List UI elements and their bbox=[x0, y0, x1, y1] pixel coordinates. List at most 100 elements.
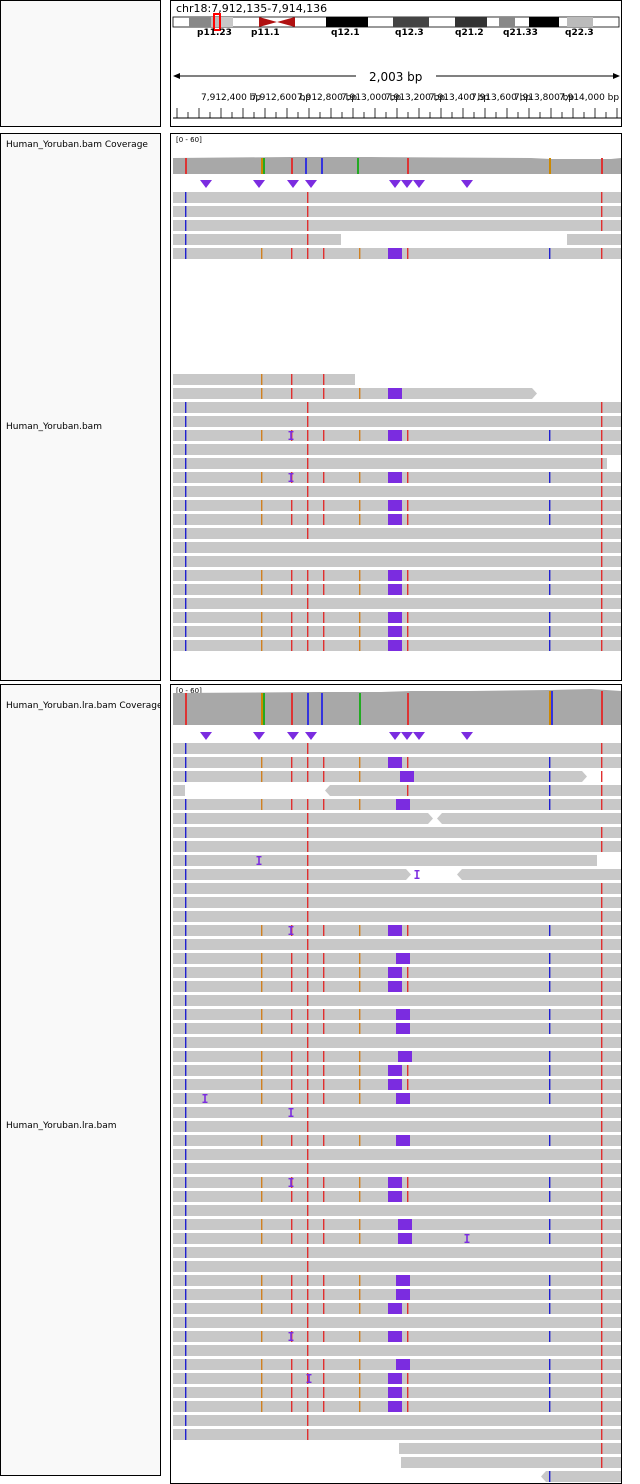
band-label: p11.1 bbox=[251, 28, 280, 38]
mismatch-mark bbox=[359, 1093, 361, 1104]
mismatch-mark bbox=[549, 640, 551, 651]
mismatch-mark bbox=[601, 925, 603, 936]
mismatch-mark bbox=[407, 640, 409, 651]
span-label: 2,003 bp bbox=[367, 70, 425, 84]
insertion-block bbox=[396, 1275, 410, 1286]
mismatch-mark bbox=[407, 1079, 409, 1090]
band-label: q12.1 bbox=[331, 28, 360, 38]
insertion-marker-icon bbox=[461, 732, 473, 740]
ruler-tick-label: 7,913,000 bp bbox=[341, 93, 402, 103]
insertion-marker-icon bbox=[305, 732, 317, 740]
header-name-panel bbox=[0, 0, 161, 127]
coverage-mismatch bbox=[321, 158, 323, 174]
mismatch-mark bbox=[185, 528, 187, 539]
mismatch-mark bbox=[291, 953, 293, 964]
mismatch-mark bbox=[359, 953, 361, 964]
ideogram-and-ruler[interactable] bbox=[171, 1, 622, 127]
mismatch-mark bbox=[307, 234, 309, 245]
mismatch-mark bbox=[359, 388, 361, 399]
read bbox=[173, 556, 621, 567]
lra-alignments[interactable] bbox=[171, 685, 622, 1484]
mismatch-mark bbox=[359, 1359, 361, 1370]
mismatch-mark bbox=[549, 430, 551, 441]
mismatch-mark bbox=[261, 757, 263, 768]
mismatch-mark bbox=[549, 757, 551, 768]
mismatch-mark bbox=[601, 402, 603, 413]
read bbox=[173, 374, 355, 385]
mismatch-mark bbox=[549, 1401, 551, 1412]
mismatch-mark bbox=[359, 1065, 361, 1076]
mismatch-mark bbox=[601, 743, 603, 754]
insertion-marker-icon bbox=[389, 180, 401, 188]
mismatch-mark bbox=[307, 1373, 309, 1384]
mismatch-mark bbox=[601, 430, 603, 441]
mismatch-mark bbox=[323, 626, 325, 637]
mismatch-mark bbox=[601, 500, 603, 511]
mismatch-mark bbox=[549, 1065, 551, 1076]
alignment-panel-lra[interactable]: [0 - 60] bbox=[170, 684, 622, 1484]
arrow-left-icon bbox=[173, 73, 180, 79]
track-name-bam-coverage[interactable]: Human_Yoruban.bam Coverage bbox=[6, 140, 148, 150]
mismatch-mark bbox=[291, 967, 293, 978]
mismatch-mark bbox=[407, 1331, 409, 1342]
small-insertion-icon bbox=[288, 1108, 294, 1110]
mismatch-mark bbox=[407, 584, 409, 595]
mismatch-mark bbox=[407, 1373, 409, 1384]
arrow-right-icon bbox=[613, 73, 620, 79]
mismatch-mark bbox=[307, 1219, 309, 1230]
mismatch-mark bbox=[291, 570, 293, 581]
mismatch-mark bbox=[601, 626, 603, 637]
mismatch-mark bbox=[359, 757, 361, 768]
mismatch-mark bbox=[291, 1359, 293, 1370]
small-insertion-icon bbox=[288, 933, 294, 935]
mismatch-mark bbox=[307, 1163, 309, 1174]
mismatch-mark bbox=[185, 813, 187, 824]
read bbox=[173, 1107, 621, 1118]
mismatch-mark bbox=[185, 1023, 187, 1034]
insertion-marker-icon bbox=[401, 180, 413, 188]
track-name-panel-lra: Human_Yoruban.lra.bam Coverage Human_Yor… bbox=[0, 684, 161, 1476]
mismatch-mark bbox=[185, 981, 187, 992]
coverage-mismatch bbox=[601, 691, 603, 725]
mismatch-mark bbox=[185, 1135, 187, 1146]
insertion-marker-icon bbox=[401, 732, 413, 740]
mismatch-mark bbox=[601, 220, 603, 231]
small-insertion-icon bbox=[290, 1178, 292, 1187]
mismatch-mark bbox=[291, 771, 293, 782]
coverage-mismatch bbox=[359, 693, 361, 725]
insertion-block bbox=[396, 1135, 410, 1146]
coverage-mismatch bbox=[185, 693, 187, 725]
mismatch-mark bbox=[307, 1177, 309, 1188]
read bbox=[173, 1037, 621, 1048]
mismatch-mark bbox=[307, 248, 309, 259]
track-name-bam[interactable]: Human_Yoruban.bam bbox=[6, 422, 102, 432]
mismatch-mark bbox=[307, 911, 309, 922]
read bbox=[173, 995, 621, 1006]
mismatch-mark bbox=[185, 799, 187, 810]
mismatch-mark bbox=[307, 925, 309, 936]
mismatch-mark bbox=[601, 995, 603, 1006]
mismatch-mark bbox=[261, 1051, 263, 1062]
small-insertion-icon bbox=[290, 1108, 292, 1117]
mismatch-mark bbox=[549, 472, 551, 483]
mismatch-mark bbox=[185, 1317, 187, 1328]
alignment-panel-bam[interactable]: [0 - 60] bbox=[170, 133, 622, 681]
mismatch-mark bbox=[601, 841, 603, 852]
track-name-lra[interactable]: Human_Yoruban.lra.bam bbox=[6, 1121, 117, 1131]
read bbox=[173, 911, 621, 922]
bam-alignments[interactable] bbox=[171, 134, 622, 681]
read bbox=[173, 1121, 621, 1132]
mismatch-mark bbox=[601, 1261, 603, 1272]
track-name-lra-coverage[interactable]: Human_Yoruban.lra.bam Coverage bbox=[6, 701, 160, 711]
mismatch-mark bbox=[307, 416, 309, 427]
insertion-block bbox=[400, 771, 414, 782]
mismatch-mark bbox=[291, 1387, 293, 1398]
small-insertion-icon bbox=[416, 870, 418, 879]
mismatch-mark bbox=[185, 869, 187, 880]
mismatch-mark bbox=[291, 1233, 293, 1244]
small-insertion-icon bbox=[306, 1374, 312, 1376]
mismatch-mark bbox=[323, 1079, 325, 1090]
insertion-block bbox=[388, 500, 402, 511]
coverage-mismatch bbox=[261, 158, 263, 174]
mismatch-mark bbox=[549, 1079, 551, 1090]
